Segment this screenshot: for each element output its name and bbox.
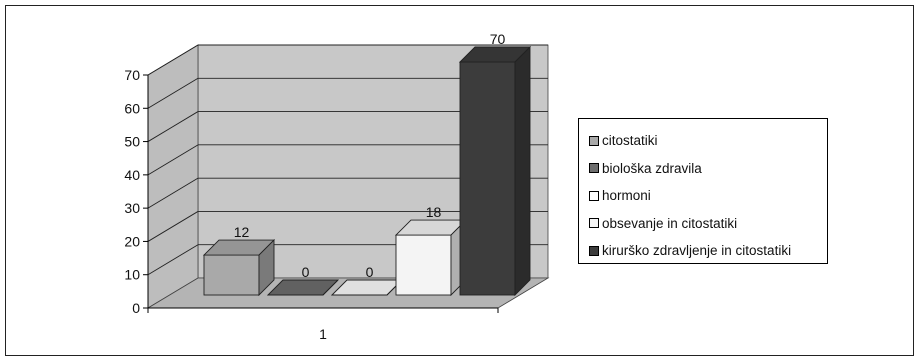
gridline-side	[147, 144, 199, 176]
legend-item: hormoni	[589, 182, 827, 210]
data-label: 0	[366, 264, 374, 280]
y-tick-label: 50	[124, 134, 140, 150]
chart-legend: citostatiki biološka zdravila hormoni obsev…	[578, 118, 828, 264]
bar-front	[459, 61, 516, 296]
legend-label: biološka zdravila	[602, 160, 702, 176]
legend-swatch	[589, 135, 599, 146]
bar-side	[258, 238, 275, 297]
x-tick-label: 1	[319, 326, 327, 342]
bar-0	[202, 238, 276, 297]
legend-label: hormoni	[602, 188, 651, 204]
legend-swatch	[589, 218, 599, 229]
legend-item: biološka zdravila	[589, 155, 827, 183]
legend-label: citostatiki	[602, 133, 658, 149]
y-tick-label: 60	[124, 100, 140, 116]
legend-item: kirurško zdravljenje in citostatiki	[589, 237, 827, 265]
legend-label: kirurško zdravljenje in citostatiki	[602, 243, 792, 259]
legend-swatch	[589, 163, 599, 174]
data-label: 12	[234, 224, 250, 240]
bar-front	[395, 234, 452, 296]
data-label: 70	[490, 31, 506, 47]
bar-side	[514, 45, 531, 297]
y-tick-label: 40	[124, 167, 140, 183]
gridline-side	[147, 111, 199, 142]
bar-3	[394, 218, 468, 297]
data-label: 18	[426, 204, 442, 220]
bar-1	[266, 279, 340, 296]
y-tick-label: 30	[124, 200, 140, 216]
y-tick-label: 10	[124, 267, 140, 283]
side-wall	[147, 44, 199, 309]
data-label: 0	[302, 264, 310, 280]
legend-swatch	[589, 190, 599, 201]
bar-4	[458, 45, 532, 297]
y-tick-label: 20	[124, 233, 140, 249]
bar-front	[203, 254, 260, 296]
gridline-side	[147, 44, 199, 76]
legend-item: citostatiki	[589, 127, 827, 155]
y-tick-label: 70	[124, 67, 140, 83]
legend-label: obsevanje in citostatiki	[602, 215, 738, 231]
gridline-side	[147, 77, 199, 109]
gridline-side	[147, 244, 199, 276]
bar-side	[322, 279, 339, 296]
gridline-side	[147, 211, 199, 242]
legend-swatch	[589, 245, 599, 256]
y-tick-label: 0	[132, 300, 140, 316]
legend-item: obsevanje in citostatiki	[589, 210, 827, 238]
gridline-side	[147, 177, 199, 209]
